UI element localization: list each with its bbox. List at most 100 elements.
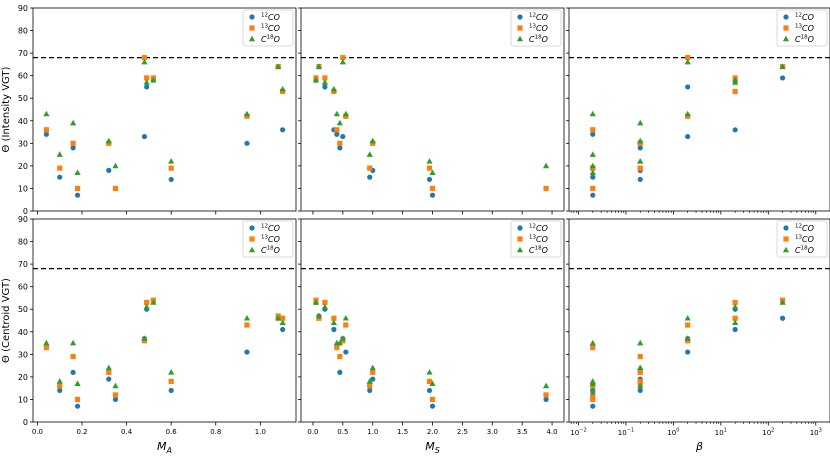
point-s13	[280, 315, 286, 321]
point-s13	[367, 383, 373, 389]
point-s18	[366, 151, 373, 157]
y-tick-label: 60	[18, 72, 28, 81]
point-s13	[426, 165, 433, 171]
point-s18	[339, 335, 346, 341]
y-tick-label: 70	[18, 260, 28, 269]
point-s12	[637, 145, 643, 151]
y-tick-label: 40	[18, 117, 28, 126]
point-s13	[43, 344, 49, 351]
legend-marker-s13	[783, 236, 789, 242]
point-s18	[112, 382, 119, 389]
point-s18	[315, 312, 323, 319]
point-s12	[685, 84, 691, 90]
x-axis-label: MA	[157, 440, 172, 455]
point-s13	[543, 392, 549, 398]
x-tick-label: 102	[762, 428, 774, 438]
point-s12	[590, 192, 596, 198]
point-s18	[542, 382, 550, 389]
x-tick-label: 10−1	[618, 428, 634, 438]
x-tick-label: 1.0	[255, 428, 266, 436]
point-s18	[312, 299, 320, 305]
y-tick-label: 20	[18, 373, 28, 382]
legend-marker-s13	[249, 25, 255, 31]
legend-box	[242, 9, 294, 47]
legend-marker-s13	[517, 25, 523, 31]
point-s12	[57, 387, 63, 394]
x-tick-label: 0.4	[121, 428, 133, 436]
point-s12	[74, 403, 81, 409]
x-tick-label: 101	[715, 428, 727, 438]
x-tick-label: 2.0	[427, 428, 438, 436]
legend-label: 12CO	[529, 224, 548, 234]
x-tick-label: 103	[810, 428, 822, 438]
point-s18	[637, 158, 644, 164]
legend-marker-s18	[782, 35, 790, 42]
y-tick-label: 60	[18, 283, 28, 292]
legend-label: C18O	[261, 246, 280, 256]
point-s13	[637, 353, 643, 360]
y-axis-label: Θ (Intensity VGT)	[1, 66, 12, 152]
point-s18	[732, 319, 739, 326]
y-tick-label: 80	[18, 27, 28, 36]
point-s12	[144, 84, 150, 90]
legend-label: 13CO	[261, 24, 280, 34]
point-s18	[315, 63, 323, 69]
legend-label: 13CO	[261, 235, 280, 245]
legend-label: 13CO	[795, 24, 814, 34]
point-s13	[337, 353, 343, 360]
legend-marker-s13	[783, 25, 789, 31]
axes-frame	[568, 7, 830, 212]
x-tick-label: 100	[667, 428, 679, 438]
legend-box	[776, 9, 828, 47]
point-s18	[168, 158, 175, 164]
point-s18	[56, 378, 63, 384]
point-s13	[429, 396, 436, 403]
y-axis-label: Θ (Centroid VGT)	[1, 278, 12, 363]
legend-marker-s12	[249, 225, 255, 231]
point-s12	[367, 174, 373, 180]
y-tick-label: 10	[18, 395, 28, 404]
point-s12	[590, 174, 596, 180]
point-s13	[429, 185, 436, 192]
point-s18	[589, 387, 596, 393]
legend-label: 13CO	[795, 235, 814, 245]
point-s13	[43, 127, 49, 133]
point-s13	[426, 378, 433, 384]
point-s13	[637, 369, 643, 375]
point-s18	[366, 378, 373, 384]
point-s18	[369, 364, 376, 371]
point-s18	[732, 303, 739, 310]
point-s13	[590, 394, 596, 400]
point-s13	[732, 88, 738, 95]
point-s13	[141, 55, 148, 61]
panel-centroid-1: 0 10 20 30 40 50 60 70 80 90 0.0 0.2 0.4 0.6 0.8 1.0 12C…	[18, 215, 297, 436]
y-tick-label: 80	[18, 238, 28, 247]
point-s18	[369, 137, 376, 144]
y-tick-label: 50	[18, 94, 28, 103]
point-s13	[370, 369, 376, 375]
legend-marker-s18	[248, 246, 256, 253]
legend-box	[242, 220, 294, 258]
point-s12	[70, 145, 76, 151]
legend-label: 12CO	[795, 13, 814, 23]
legend-marker-s12	[517, 14, 523, 20]
point-s18	[312, 76, 320, 83]
point-s12	[340, 133, 346, 140]
point-s13	[685, 55, 691, 61]
point-s12	[685, 133, 691, 140]
legend-label: 12CO	[261, 224, 280, 234]
point-s13	[543, 185, 549, 192]
point-s13	[70, 140, 76, 146]
point-s12	[426, 176, 433, 183]
legend-label: C18O	[795, 246, 814, 256]
point-s18	[243, 110, 251, 117]
legend-label: C18O	[529, 35, 548, 45]
x-tick-label: 0.0	[32, 428, 43, 436]
x-tick-label: 3.0	[487, 428, 498, 436]
